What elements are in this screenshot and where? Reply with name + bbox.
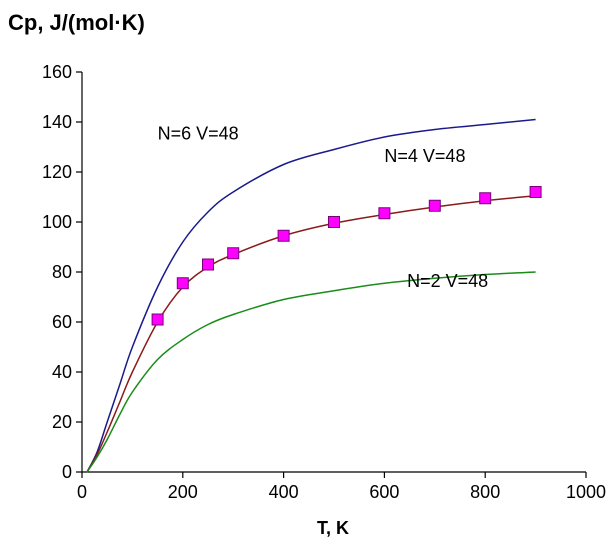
data-point-marker xyxy=(277,229,290,242)
data-point-marker xyxy=(378,207,391,220)
series-group xyxy=(86,118,536,473)
markers-group xyxy=(151,186,542,326)
y-tick-label: 100 xyxy=(42,212,72,232)
data-point-marker xyxy=(176,277,189,290)
series-line-3 xyxy=(86,271,536,473)
data-point-marker xyxy=(227,247,240,260)
data-point-marker xyxy=(428,199,441,212)
x-tick-label: 1000 xyxy=(566,482,606,502)
x-tick-label: 800 xyxy=(470,482,500,502)
y-axis-title: Cp, J/(mol·K) xyxy=(8,10,145,35)
data-point-marker xyxy=(202,258,214,271)
axes: 0 20 40 60 80 100 120 140 160 0 200 400 600 800 1000 xyxy=(42,62,606,502)
series-line-1 xyxy=(86,118,536,473)
y-tick-label: 120 xyxy=(42,162,72,182)
data-point-marker xyxy=(529,186,542,198)
y-tick-label: 160 xyxy=(42,62,72,82)
data-point-marker xyxy=(479,192,492,205)
series-annotation-2: N=4 V=48 xyxy=(384,146,465,166)
x-tick-label: 0 xyxy=(77,482,87,502)
series-annotation-3: N=2 V=48 xyxy=(407,271,488,291)
y-tick-label: 0 xyxy=(62,462,72,482)
x-tick-label: 600 xyxy=(369,482,399,502)
y-tick-label: 20 xyxy=(52,412,72,432)
x-tick-label: 400 xyxy=(269,482,299,502)
series-annotation-1: N=6 V=48 xyxy=(158,124,239,144)
y-tick-label: 80 xyxy=(52,262,72,282)
data-point-marker xyxy=(151,313,164,326)
x-tick-label: 200 xyxy=(168,482,198,502)
y-tick-label: 140 xyxy=(42,112,72,132)
y-tick-label: 40 xyxy=(52,362,72,382)
data-point-marker xyxy=(328,216,340,228)
series-line-2 xyxy=(86,195,536,473)
x-axis-title: T, K xyxy=(317,518,349,538)
y-tick-label: 60 xyxy=(52,312,72,332)
annotations-group: N=6 V=48 N=4 V=48 N=2 V=48 xyxy=(158,124,489,292)
